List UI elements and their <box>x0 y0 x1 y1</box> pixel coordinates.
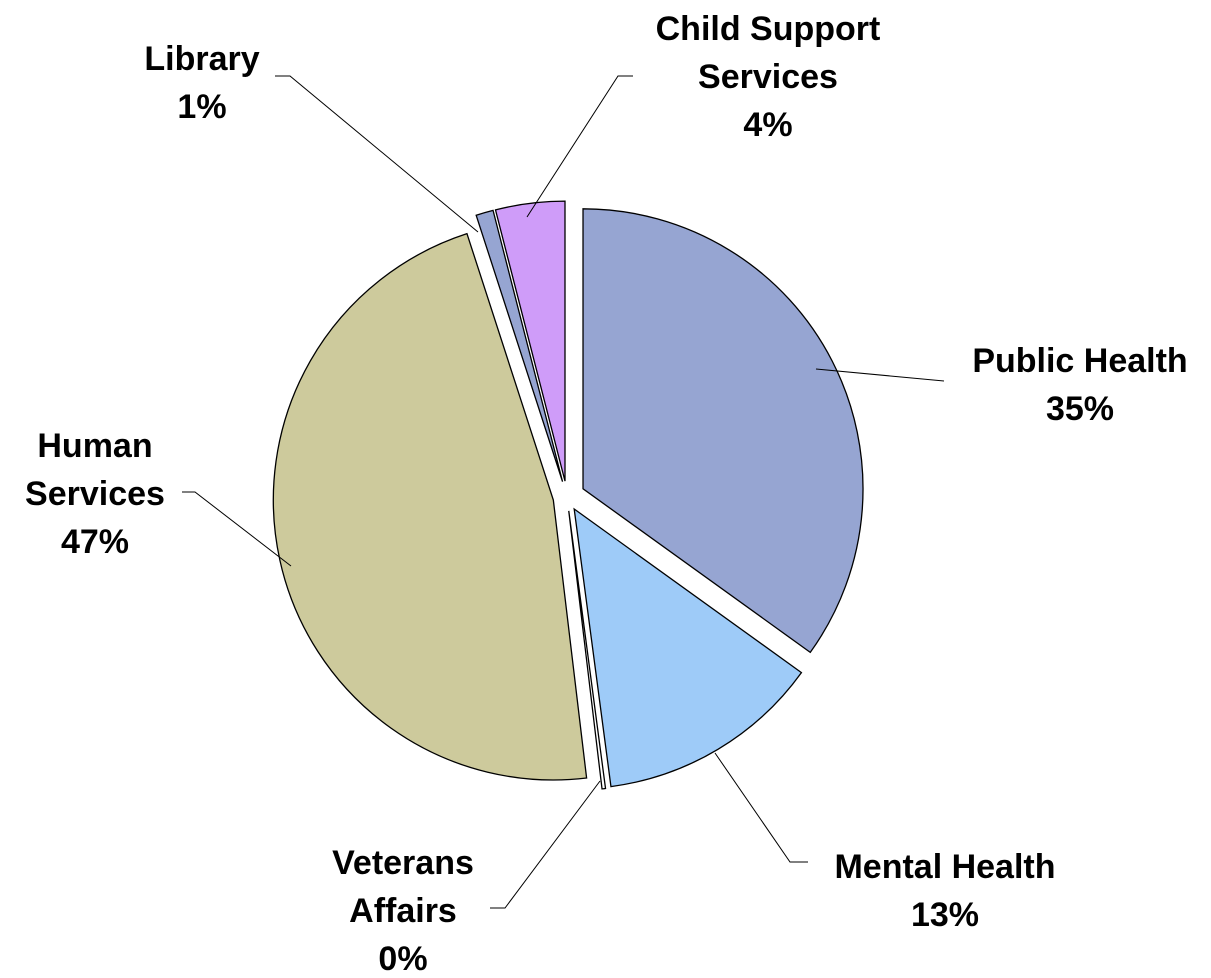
label-line: 35% <box>1046 390 1114 428</box>
slice-child-support-services <box>494 200 566 482</box>
leader-lines <box>182 75 945 909</box>
leader-line-child-support-services <box>526 75 633 218</box>
label-line: 47% <box>61 523 129 561</box>
leader-line-mental-health <box>714 752 808 863</box>
label-line: Services <box>25 475 165 513</box>
leader-line-library <box>275 75 479 233</box>
label-human-services: Human Services 47% <box>25 427 165 561</box>
label-mental-health: Mental Health 13% <box>834 848 1055 934</box>
label-line: Veterans <box>332 844 474 882</box>
pie-slices <box>272 200 864 790</box>
slice-public-health <box>582 208 864 654</box>
label-line: 0% <box>378 940 427 978</box>
label-child-support-services: Child Support Services 4% <box>656 10 881 144</box>
slice-veterans-affairs <box>568 510 607 790</box>
slice-labels: Public Health 35% Mental Health 13% Veterans… <box>25 10 1188 978</box>
leader-line-veterans-affairs <box>490 780 601 909</box>
label-line: Library <box>144 40 259 78</box>
label-library: Library 1% <box>144 40 259 126</box>
label-line: Mental Health <box>834 848 1055 886</box>
label-line: Services <box>698 58 838 96</box>
slice-library <box>475 209 564 482</box>
label-line: 1% <box>177 88 226 126</box>
leader-line-public-health <box>815 368 945 382</box>
leader-line-human-services <box>182 491 292 567</box>
slice-human-services <box>272 232 588 781</box>
slice-mental-health <box>573 507 803 788</box>
label-line: Affairs <box>349 892 457 930</box>
label-public-health: Public Health 35% <box>972 342 1187 428</box>
label-veterans-affairs: Veterans Affairs 0% <box>332 844 474 978</box>
label-line: 4% <box>743 106 792 144</box>
label-line: Human <box>37 427 152 465</box>
label-line: 13% <box>911 896 979 934</box>
label-line: Child Support <box>656 10 881 48</box>
label-line: Public Health <box>972 342 1187 380</box>
